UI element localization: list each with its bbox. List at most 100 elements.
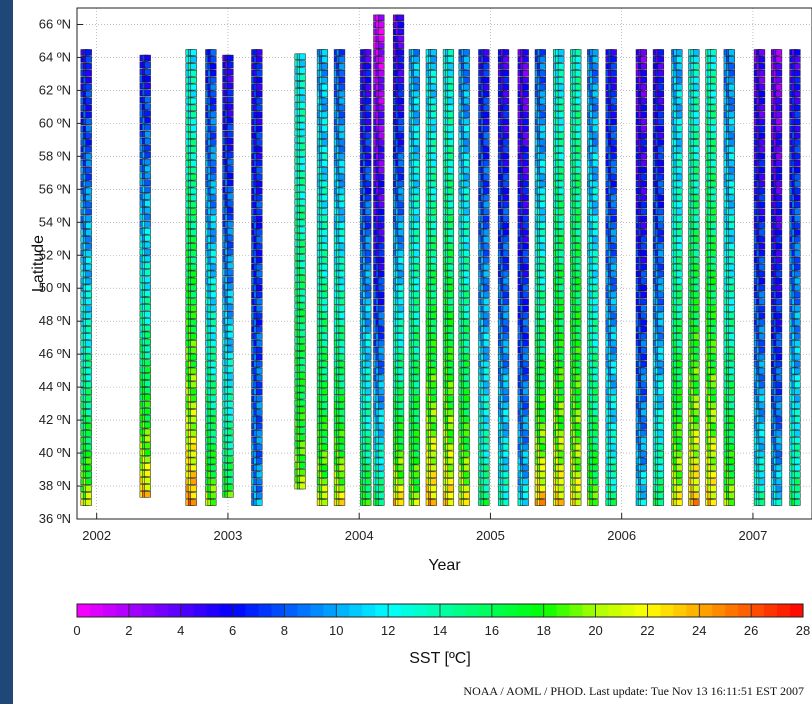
data-point — [209, 367, 217, 375]
data-point — [397, 436, 405, 444]
data-point — [539, 76, 546, 84]
data-point — [447, 83, 455, 91]
data-point — [482, 222, 490, 229]
data-point — [430, 485, 437, 492]
data-point — [574, 49, 582, 56]
data-point — [463, 395, 470, 402]
data-point — [299, 115, 306, 123]
data-point — [610, 485, 617, 492]
data-point — [413, 111, 420, 119]
data-point — [85, 83, 92, 91]
data-point — [85, 485, 92, 492]
data-point — [610, 305, 617, 312]
data-point — [574, 56, 582, 63]
data-point — [144, 470, 151, 477]
data-point — [209, 194, 217, 202]
data-point — [539, 194, 546, 202]
data-point — [539, 471, 546, 479]
data-point — [539, 180, 546, 188]
data-point — [413, 208, 420, 215]
data-point — [364, 70, 372, 77]
data-point — [338, 208, 346, 215]
data-point — [321, 492, 329, 499]
data-point — [299, 233, 306, 241]
data-point — [85, 388, 92, 395]
data-point — [430, 326, 437, 333]
data-point — [321, 222, 329, 229]
data-point — [557, 381, 565, 389]
data-point — [397, 457, 405, 465]
data-point — [227, 75, 234, 83]
data-point — [522, 243, 529, 250]
data-point — [610, 430, 617, 437]
data-point — [190, 270, 197, 278]
data-point — [610, 312, 617, 319]
data-point — [299, 198, 306, 206]
data-point — [557, 104, 565, 112]
data-point — [144, 172, 151, 180]
data-point — [338, 76, 346, 84]
data-point — [447, 208, 455, 215]
data-point — [377, 229, 385, 236]
data-point — [209, 423, 217, 430]
data-point — [227, 234, 234, 242]
data-point — [364, 104, 372, 112]
data-point — [255, 201, 263, 209]
data-point — [338, 312, 346, 319]
data-point — [144, 311, 151, 318]
data-point — [144, 345, 151, 353]
data-point — [299, 164, 306, 171]
data-point — [255, 70, 263, 77]
data-point — [430, 194, 437, 202]
data-point — [338, 305, 346, 312]
data-point — [364, 215, 372, 222]
data-point — [482, 353, 490, 361]
data-point — [144, 373, 151, 380]
data-point — [377, 146, 385, 153]
data-point — [463, 388, 470, 395]
data-point — [502, 263, 510, 271]
data-point — [85, 250, 92, 257]
data-point — [502, 381, 510, 389]
data-point — [338, 333, 346, 340]
data-point — [522, 395, 529, 402]
data-point — [574, 464, 582, 472]
data-point — [640, 333, 647, 340]
data-point — [397, 201, 405, 209]
data-point — [338, 277, 346, 285]
data-point — [591, 90, 599, 98]
data-point — [227, 304, 234, 311]
data-point — [447, 312, 455, 319]
data-point — [144, 463, 151, 470]
data-point — [591, 326, 599, 333]
data-point — [377, 256, 385, 264]
data-point — [522, 236, 529, 243]
data-point — [209, 90, 217, 98]
data-point — [539, 173, 546, 181]
data-point — [190, 194, 197, 202]
data-point — [502, 153, 510, 160]
data-point — [299, 157, 306, 164]
data-point — [397, 194, 405, 202]
data-point — [397, 90, 405, 98]
data-point — [640, 173, 647, 181]
data-point — [321, 56, 329, 63]
data-point — [539, 374, 546, 382]
data-point — [574, 125, 582, 132]
data-point — [413, 132, 420, 139]
data-point — [463, 118, 470, 125]
data-point — [144, 304, 151, 311]
data-point — [610, 132, 617, 139]
data-point — [482, 450, 490, 458]
data-point — [85, 409, 92, 416]
data-point — [255, 125, 263, 132]
data-point — [430, 125, 437, 132]
data-point — [397, 118, 405, 125]
data-point — [591, 409, 599, 416]
data-point — [557, 243, 565, 250]
data-point — [574, 409, 582, 416]
data-point — [377, 326, 385, 333]
data-point — [482, 277, 490, 285]
data-point — [482, 312, 490, 319]
data-point — [463, 312, 470, 319]
